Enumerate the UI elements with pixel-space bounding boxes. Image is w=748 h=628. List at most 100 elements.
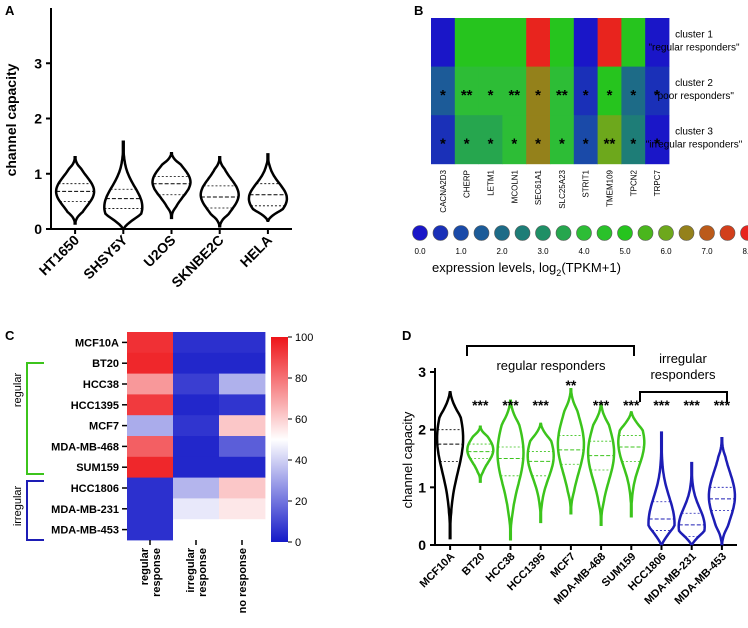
- panel-d-violin: [435, 390, 465, 540]
- panel-c-heatmap-cell: [219, 394, 266, 416]
- panel-b-heatmap-cell: [645, 18, 670, 67]
- panel-b-significance-star: **: [508, 87, 520, 104]
- panel-b-gene-label: CHERP: [463, 170, 472, 198]
- panel-c-col-label-line1: irregular: [185, 547, 197, 592]
- panel-d-violin: [526, 422, 555, 524]
- panel-b-scale-tick-label: 0.0: [414, 247, 426, 256]
- panel-b-heatmap-cell: [597, 18, 622, 67]
- panel-c-heatmap-cell: [219, 332, 266, 354]
- panel-d-x-tick-label: BT20: [460, 551, 488, 579]
- panel-b-significance-star: **: [604, 136, 616, 153]
- panel-d-violin: [466, 425, 495, 483]
- panel-b-scale-dot: [555, 225, 572, 241]
- panel-b-scale-dot: [699, 225, 715, 241]
- panel-c-row-label: MCF7: [89, 421, 119, 433]
- panel-b-significance-star: *: [464, 136, 470, 153]
- panel-a-x-tick-label: SKNBE2C: [168, 232, 227, 291]
- panel-b-significance-star: **: [556, 87, 568, 104]
- panel-c-heatmap-cell: [219, 456, 266, 478]
- panel-a-ylabel: channel capacity: [3, 63, 19, 176]
- panel-d-y-tick-label: 0: [418, 537, 426, 553]
- group-label-irregular-line2: responders: [650, 367, 716, 382]
- panel-d-y-tick-label: 3: [418, 364, 426, 380]
- panel-c-heatmap-cell: [219, 519, 266, 541]
- panel-b-scale-label: expression levels, log2(TPKM+1): [432, 260, 621, 278]
- panel-b-row-label-line1: cluster 2: [675, 78, 713, 89]
- panel-b-row-label-line2: "irregular responders": [646, 140, 743, 151]
- panel-d-violin: [586, 402, 616, 527]
- panel-b-heatmap-cell: [621, 66, 646, 116]
- panel-d-y-tick-label: 2: [418, 422, 426, 438]
- panel-c-heatmap-cell: [173, 456, 220, 478]
- panel-d-regular-bracket: [466, 345, 635, 356]
- panel-b-heatmap-cell: [478, 18, 503, 67]
- panel-d-significance-stars: ***: [502, 397, 519, 413]
- panel-d-significance-stars: ***: [593, 397, 610, 413]
- panel-label-c: C: [5, 328, 15, 343]
- panel-b-heatmap-cell: [502, 18, 527, 67]
- panel-b-significance-star: *: [607, 87, 613, 104]
- panel-a-violin: [151, 152, 192, 220]
- panel-b-scale-dot: [719, 225, 736, 241]
- panel-c-col-label-line1: regular: [139, 547, 151, 585]
- panel-c-heatmap-cell: [173, 332, 220, 354]
- panel-a-violin: [103, 140, 144, 231]
- panel-c-heatmap-cell: [127, 456, 174, 478]
- panel-c-heatmap-cell: [219, 373, 266, 395]
- panel-b-gene-label: MCOLN1: [510, 169, 519, 203]
- panel-b-scale-tick-label: 7.0: [701, 247, 713, 256]
- panel-d-irregular-bracket: [639, 391, 728, 402]
- panel-b-heatmap-cell: [550, 115, 575, 165]
- panel-c-row-label: SUM159: [76, 462, 119, 474]
- panel-b-significance-star: *: [654, 136, 660, 153]
- panel-b-significance-star: *: [630, 136, 636, 153]
- panel-c-colorbar-tick-label: 40: [295, 455, 307, 467]
- panel-a-violin: [199, 155, 240, 228]
- panel-c-heatmap-cell: [127, 332, 174, 354]
- panel-a-y-tick-label: 2: [34, 111, 42, 127]
- panel-b-scale-dot: [740, 225, 748, 241]
- panel-d-significance-stars: ***: [684, 397, 701, 413]
- panel-d-violin: [556, 388, 586, 515]
- panel-b-heatmap-cell: [526, 66, 551, 116]
- panel-b-significance-star: *: [559, 136, 565, 153]
- panel-b-heatmap-cell: [621, 115, 646, 165]
- panel-d-significance-stars: ***: [653, 397, 670, 413]
- panel-b-heatmap-cell: [573, 66, 598, 116]
- panel-b-scale-tick-label: 6.0: [660, 247, 672, 256]
- panel-b-scale-tick-label: 8.0: [742, 247, 748, 256]
- panel-d-significance-stars: ***: [623, 397, 640, 413]
- panel-c-heatmap-cell: [219, 415, 266, 437]
- panel-c-irregular-bracket: [26, 480, 44, 541]
- panel-a-x-tick-label: U2OS: [140, 232, 178, 270]
- panel-b-significance-star: *: [535, 136, 541, 153]
- panel-label-b: B: [414, 3, 423, 18]
- panel-a-violin: [54, 155, 96, 225]
- panel-c-colorbar-tick-label: 80: [295, 373, 307, 385]
- group-label-irregular: irregular: [12, 485, 24, 526]
- panel-b-scale-dot: [658, 225, 674, 241]
- panel-b-gene-label: SLC25A23: [558, 169, 567, 208]
- panel-b-row-label-line1: cluster 3: [675, 127, 713, 138]
- panel-b-significance-star: *: [535, 87, 541, 104]
- panel-b-heatmap-cell: [431, 66, 456, 116]
- panel-b-gene-label: LETM1: [487, 169, 496, 195]
- panel-b-heatmap-cell: [431, 115, 456, 165]
- panel-b-heatmap-cell: [645, 66, 670, 116]
- panel-c-heatmap-cell: [127, 415, 174, 437]
- panel-d-x-tick-label: MCF10A: [418, 551, 458, 591]
- panel-c-row-label: MDA-MB-468: [51, 441, 119, 453]
- panel-c-col-label: no response: [237, 548, 249, 613]
- panel-b-heatmap-cell: [478, 115, 503, 165]
- panel-c-heatmap-cell: [219, 498, 266, 520]
- panel-d-violin: [496, 399, 525, 541]
- panel-c-heatmap-cell: [173, 373, 220, 395]
- panel-b-heatmap-cell: [502, 115, 527, 165]
- panel-b-row-label-line2: "regular responders": [648, 42, 739, 53]
- panel-b-scale-dot: [514, 225, 531, 241]
- panel-b-scale-dot: [596, 225, 613, 241]
- panel-d-violin: [617, 411, 646, 518]
- group-label-irregular-line1: irregular: [659, 351, 707, 366]
- panel-c-response-heatmap: regular irregular MCF10A BT20 HCC38 HCC1395…: [12, 332, 313, 613]
- panel-b-gene-label: CACNA2D3: [439, 169, 448, 212]
